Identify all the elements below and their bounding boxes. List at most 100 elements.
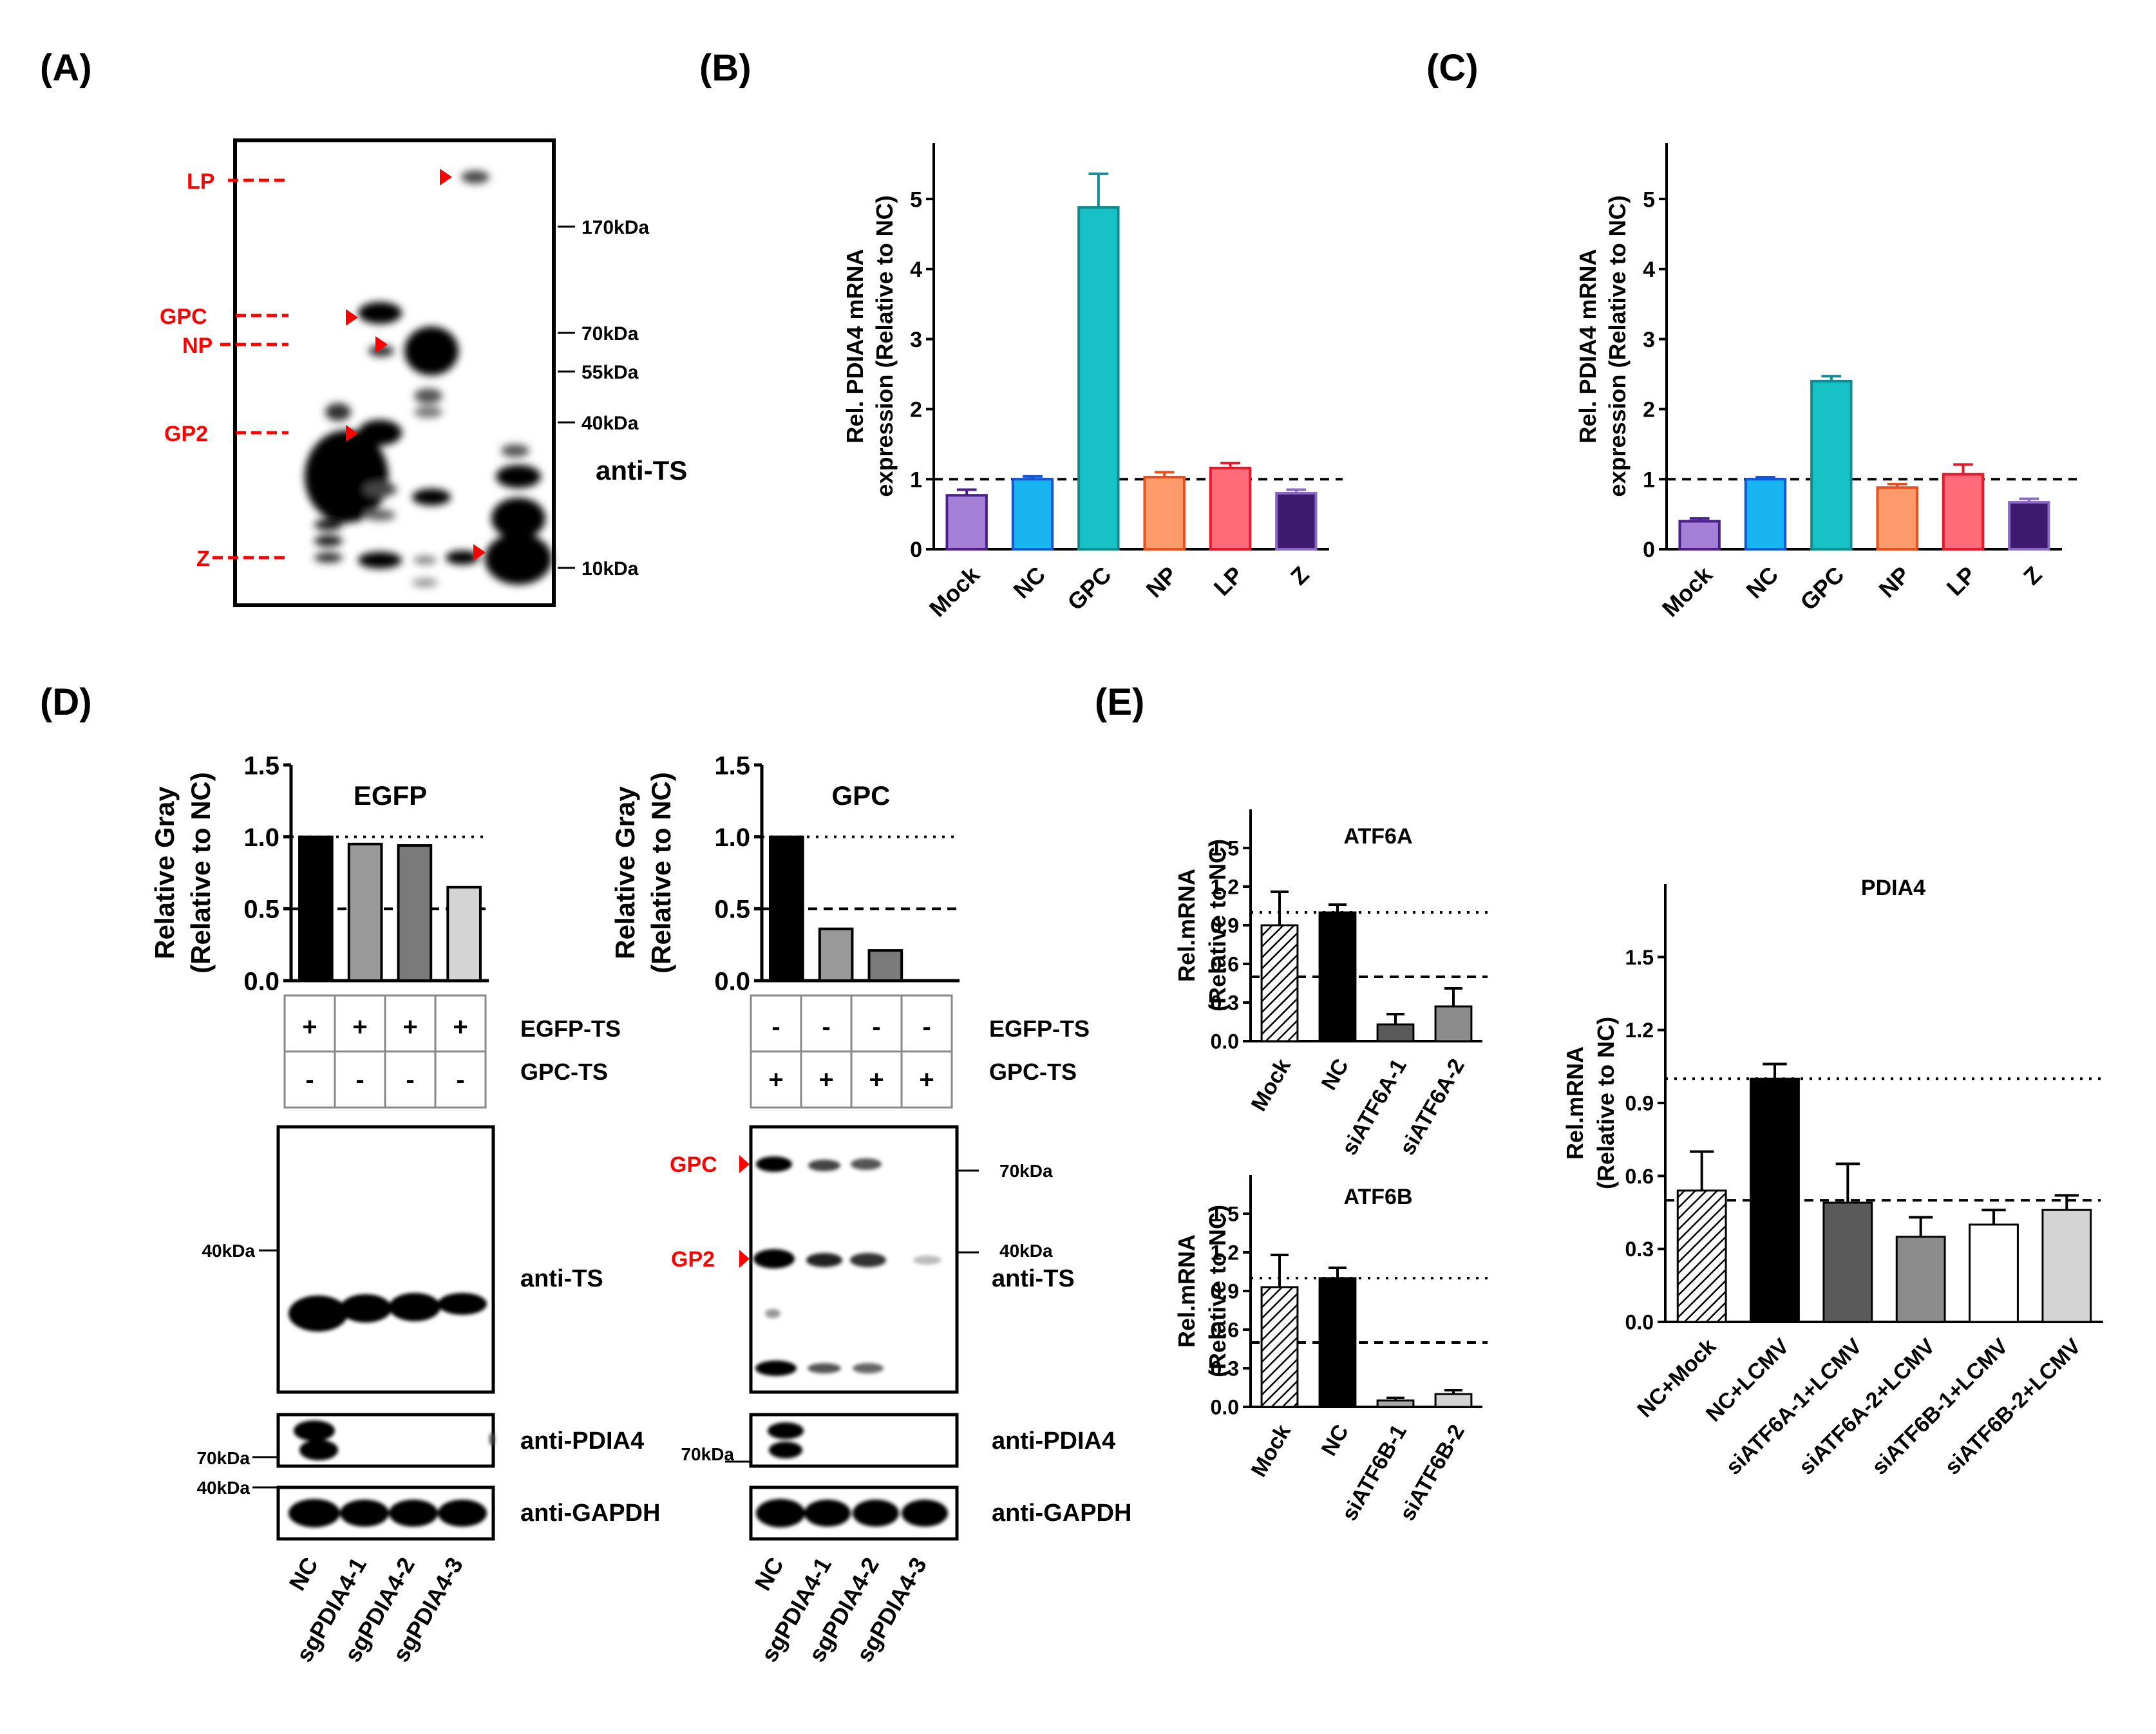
row-label-egfp-ts: EGFP-TS bbox=[989, 1015, 1090, 1042]
lane-label: NC bbox=[283, 1553, 323, 1596]
marker-70kda: 70kDa bbox=[196, 1448, 250, 1468]
bar bbox=[1744, 478, 1787, 551]
bar bbox=[1260, 1286, 1299, 1408]
marker-40kda: 40kDa bbox=[202, 1241, 255, 1261]
y-axis-label: Rel. PDIA4 mRNA bbox=[1574, 249, 1601, 443]
y-tick-label: 2 bbox=[910, 398, 922, 422]
panel-label-a: (A) bbox=[40, 47, 92, 89]
y-axis-label: (Relative to NC) bbox=[185, 772, 216, 974]
y-tick-label: 0.6 bbox=[1625, 1165, 1654, 1188]
y-tick-label: 0.3 bbox=[1625, 1238, 1654, 1261]
y-tick-label: 0.9 bbox=[1625, 1092, 1654, 1115]
y-axis-label: Relative Gray bbox=[610, 786, 640, 959]
sign: + bbox=[818, 1066, 833, 1094]
category-label: NC bbox=[1316, 1420, 1353, 1460]
bar bbox=[1260, 924, 1299, 1042]
category-label: Mock bbox=[1247, 1055, 1296, 1115]
bar bbox=[1434, 1393, 1473, 1408]
y-axis-label: Rel.mRNA bbox=[1562, 1046, 1588, 1160]
y-tick-label: 0.3 bbox=[1211, 992, 1239, 1015]
row-label-egfp-ts: EGFP-TS bbox=[520, 1015, 621, 1042]
chart-title: ATF6A bbox=[1343, 824, 1412, 849]
panel-label-d: (D) bbox=[40, 681, 92, 723]
bar bbox=[1822, 1202, 1873, 1323]
chart-relative-gray-egfp: 0.0 0.5 1.0 1.5 Relative Gray (Relative to NC… bbox=[149, 751, 489, 995]
bar bbox=[945, 494, 988, 551]
band-label-np: NP bbox=[182, 334, 213, 358]
y-tick-label: 2 bbox=[1643, 398, 1655, 422]
bar bbox=[446, 885, 482, 983]
y-tick-label: 0.0 bbox=[1625, 1311, 1654, 1334]
y-tick-label: 1.5 bbox=[243, 751, 279, 780]
lane-label: NC bbox=[749, 1553, 789, 1596]
panel-label-b: (B) bbox=[699, 47, 752, 89]
category-label: NP bbox=[1873, 561, 1915, 603]
sign: + bbox=[302, 1013, 317, 1041]
bar bbox=[1678, 520, 1721, 551]
y-tick-label: 1.5 bbox=[714, 751, 750, 780]
y-tick-label: 0 bbox=[910, 538, 922, 562]
y-axis-label: (Relative to NC) bbox=[1204, 839, 1231, 1012]
blot-label-anti-ts: anti-TS bbox=[520, 1265, 603, 1292]
bar bbox=[1434, 1005, 1473, 1042]
y-tick-label: 0.6 bbox=[1211, 1319, 1239, 1342]
y-tick-label: 4 bbox=[910, 258, 922, 282]
category-label: siATF6A-2+LCMV bbox=[1794, 1334, 1940, 1480]
bar bbox=[1676, 1189, 1727, 1323]
chart-title: ATF6B bbox=[1343, 1185, 1412, 1209]
blot-label-anti-gapdh: anti-GAPDH bbox=[520, 1500, 660, 1527]
bar bbox=[1969, 1223, 2019, 1323]
bar bbox=[1275, 491, 1318, 551]
bar bbox=[1143, 475, 1186, 551]
category-label: LP bbox=[1942, 561, 1981, 601]
chart-title: PDIA4 bbox=[1861, 876, 1925, 900]
band-label-z: Z bbox=[196, 547, 210, 571]
bar bbox=[397, 844, 433, 982]
y-tick-label: 0.0 bbox=[1211, 1030, 1239, 1053]
bar bbox=[867, 949, 903, 982]
bar bbox=[1318, 911, 1357, 1042]
y-tick-label: 4 bbox=[1643, 258, 1655, 282]
marker-70kda: 70kDa bbox=[999, 1161, 1053, 1181]
panel-d-right-blots: GPC GP2 70kDa 40kDa anti-TS 70kDa anti-P… bbox=[670, 1125, 1131, 1666]
sign: - bbox=[305, 1066, 314, 1094]
category-label: siATF6B-2+LCMV bbox=[1940, 1334, 2086, 1480]
bar bbox=[1376, 1399, 1415, 1408]
category-label: GPC bbox=[1062, 561, 1116, 616]
row-label-gpc-ts: GPC-TS bbox=[989, 1059, 1077, 1085]
y-axis-label: (Relative to NC) bbox=[1204, 1205, 1231, 1377]
bar bbox=[1810, 379, 1853, 551]
antibody-label-a: anti-TS bbox=[596, 455, 687, 485]
y-tick-label: 0.5 bbox=[714, 896, 750, 924]
marker-70kda: 70kDa bbox=[681, 1444, 734, 1464]
bar bbox=[1376, 1023, 1415, 1042]
blot-label-anti-ts: anti-TS bbox=[992, 1265, 1075, 1292]
marker-10kda: 10kDa bbox=[582, 558, 639, 580]
category-label: NC bbox=[1008, 561, 1050, 604]
panel-a-blot: LP GPC NP GP2 Z 170kDa 70kDa 55kDa 40kDa… bbox=[160, 138, 687, 607]
category-label: Mock bbox=[924, 561, 985, 622]
y-axis-label: expression (Relative to NC) bbox=[871, 195, 898, 496]
y-tick-label: 0.9 bbox=[1211, 1280, 1239, 1303]
bar bbox=[1876, 486, 1918, 551]
sign: - bbox=[456, 1066, 464, 1094]
sign: - bbox=[822, 1013, 830, 1041]
panel-label-c: (C) bbox=[1426, 47, 1479, 89]
y-tick-label: 3 bbox=[910, 328, 922, 352]
chart-relative-gray-gpc: 0.0 0.5 1.0 1.5 Relative Gray (Relative to NC… bbox=[610, 751, 960, 995]
bar bbox=[347, 842, 383, 983]
bar bbox=[1942, 473, 1985, 551]
y-axis-label: Rel. PDIA4 mRNA bbox=[842, 249, 868, 443]
sign: + bbox=[919, 1066, 934, 1094]
category-label: Mock bbox=[1657, 561, 1718, 622]
sign: - bbox=[922, 1013, 931, 1041]
sign: + bbox=[352, 1013, 367, 1041]
band-label-gpc: GPC bbox=[670, 1153, 717, 1177]
bar bbox=[1895, 1236, 1946, 1323]
y-tick-label: 5 bbox=[910, 187, 922, 212]
y-tick-label: 1 bbox=[910, 467, 922, 492]
y-axis-label: expression (Relative to NC) bbox=[1604, 195, 1631, 496]
y-tick-label: 0.0 bbox=[714, 967, 750, 995]
